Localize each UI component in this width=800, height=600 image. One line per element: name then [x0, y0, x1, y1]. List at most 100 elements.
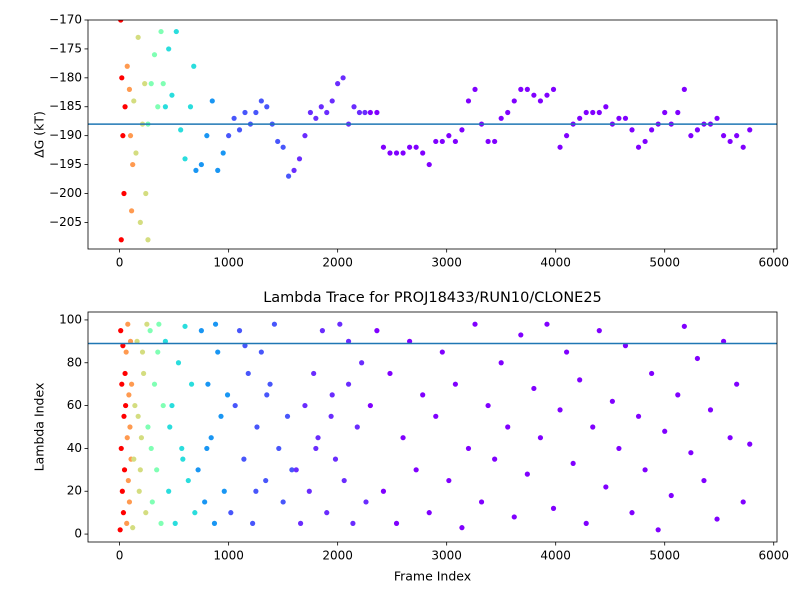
point — [622, 115, 629, 121]
point — [662, 428, 668, 434]
point — [446, 133, 452, 139]
point — [681, 86, 687, 92]
point — [367, 402, 373, 409]
point — [132, 402, 138, 409]
point — [137, 219, 143, 225]
y-tick-label: 80 — [67, 355, 82, 369]
y-tick-label: 100 — [59, 312, 82, 326]
point — [420, 150, 426, 156]
point — [135, 413, 141, 419]
point — [253, 109, 259, 116]
x-tick-label: 1000 — [213, 549, 244, 563]
point — [126, 86, 133, 92]
point — [688, 450, 694, 456]
point — [167, 424, 173, 430]
point — [359, 360, 365, 366]
point — [139, 349, 146, 355]
point — [121, 467, 128, 473]
point — [121, 190, 127, 197]
point — [224, 392, 231, 398]
point — [413, 144, 419, 150]
point — [182, 156, 188, 162]
point — [180, 456, 186, 462]
point — [119, 381, 125, 387]
point — [675, 392, 681, 398]
point — [158, 28, 164, 35]
point — [478, 499, 485, 505]
point — [218, 413, 224, 419]
point — [407, 338, 413, 344]
point — [550, 86, 557, 92]
y-tick-label: 20 — [67, 484, 82, 498]
point — [649, 127, 655, 133]
point — [118, 237, 124, 243]
point — [191, 63, 197, 69]
point — [459, 127, 465, 133]
point — [130, 525, 136, 531]
point — [570, 460, 576, 467]
point — [433, 413, 439, 419]
point — [125, 477, 131, 484]
point — [563, 349, 570, 355]
point — [734, 133, 740, 139]
point — [374, 328, 380, 334]
point — [119, 75, 125, 81]
point — [362, 109, 368, 116]
point — [160, 402, 166, 409]
point — [242, 109, 248, 116]
point — [122, 104, 128, 110]
point — [485, 138, 491, 145]
point — [740, 499, 746, 505]
point — [337, 321, 343, 327]
point — [209, 98, 215, 104]
point — [144, 321, 150, 327]
point — [127, 338, 134, 344]
point — [518, 332, 524, 338]
point — [531, 385, 537, 392]
point — [155, 104, 161, 110]
point — [603, 484, 609, 490]
point — [123, 402, 129, 409]
point — [118, 328, 124, 334]
point — [747, 127, 753, 133]
point — [662, 109, 668, 116]
point — [329, 98, 335, 104]
point — [280, 499, 286, 505]
point — [160, 81, 166, 87]
point — [120, 510, 127, 516]
point — [154, 467, 160, 473]
point — [179, 445, 185, 452]
point — [145, 424, 151, 430]
point — [498, 115, 504, 121]
point — [130, 161, 136, 168]
point — [356, 109, 363, 116]
point — [694, 127, 701, 133]
point — [285, 173, 292, 179]
y-tick-label: −205 — [49, 215, 82, 229]
point — [465, 445, 472, 452]
x-tick-label: 2000 — [322, 549, 353, 563]
point — [267, 381, 273, 387]
point — [328, 413, 334, 419]
y-tick-label: −195 — [49, 157, 82, 171]
point — [155, 349, 161, 355]
point — [182, 323, 188, 329]
point — [126, 499, 133, 505]
y-axis-label: ΔG (kT) — [32, 111, 47, 158]
x-tick-label: 6000 — [758, 256, 789, 270]
point — [439, 138, 445, 145]
point — [169, 402, 175, 409]
point — [221, 488, 227, 494]
x-tick-label: 5000 — [649, 256, 680, 270]
point — [232, 402, 238, 409]
point — [302, 402, 308, 409]
point — [140, 370, 147, 377]
point — [701, 477, 707, 484]
point — [511, 98, 517, 104]
point — [629, 510, 635, 516]
point — [306, 488, 312, 494]
point — [727, 138, 733, 145]
x-tick-label: 0 — [116, 549, 124, 563]
point — [439, 349, 445, 355]
point — [212, 321, 219, 327]
